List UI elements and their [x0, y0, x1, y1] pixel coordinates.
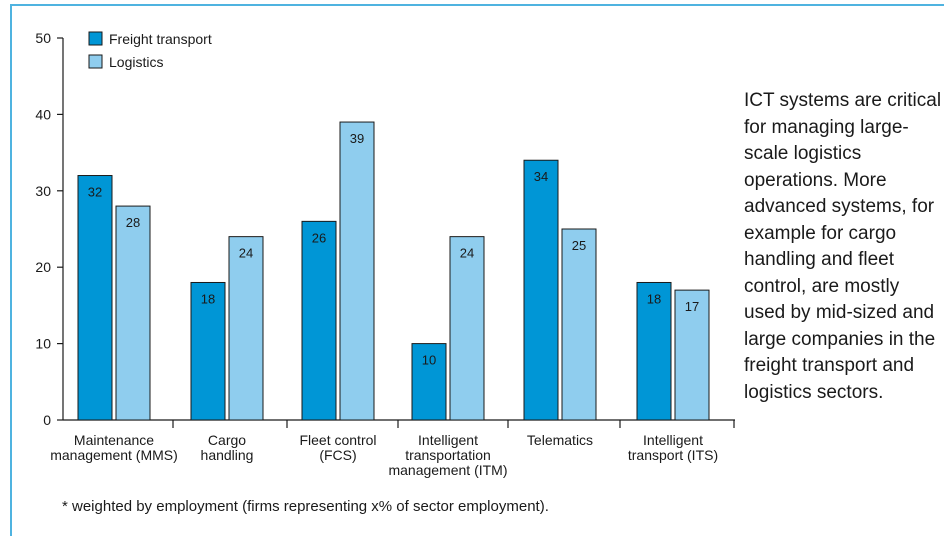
- bar-value-label: 34: [534, 169, 548, 184]
- x-category-label: Cargo handling: [201, 432, 254, 463]
- bar-value-label: 17: [685, 299, 699, 314]
- bar-value-label: 39: [350, 131, 364, 146]
- y-tick-label: 0: [43, 412, 51, 428]
- figure-frame: [10, 4, 944, 536]
- bar-logistics: [674, 289, 710, 421]
- bar-logistics: [115, 205, 151, 421]
- legend-swatch: [88, 54, 103, 69]
- y-tick-label: 40: [35, 106, 51, 122]
- x-category-label: Fleet control (FCS): [299, 432, 376, 463]
- bar-freight-transport: [636, 281, 672, 421]
- y-tick-label: 10: [35, 336, 51, 352]
- bar-value-label: 32: [88, 185, 102, 200]
- bar-value-label: 26: [312, 230, 326, 245]
- bar-value-label: 18: [647, 291, 661, 306]
- x-category-label: Telematics: [527, 432, 593, 448]
- bar-value-label: 28: [126, 215, 140, 230]
- bar-logistics: [339, 121, 375, 421]
- bar-freight-transport: [77, 175, 113, 421]
- legend-swatch: [88, 31, 103, 46]
- caption-text: ICT systems are critical for managing la…: [744, 90, 942, 403]
- bar-logistics: [561, 228, 597, 421]
- y-tick-label: 20: [35, 259, 51, 275]
- bar-value-label: 18: [201, 291, 215, 306]
- bar-logistics: [228, 236, 264, 421]
- bar-value-label: 10: [422, 353, 436, 368]
- bar-freight-transport: [190, 281, 226, 421]
- legend-label: Logistics: [109, 54, 163, 70]
- bar-value-label: 24: [460, 246, 474, 261]
- bar-chart: 0 10 20 30 40 50 32 28 Maintenance management (MM…: [35, 30, 735, 478]
- bar-freight-transport: [301, 220, 337, 421]
- bar-freight-transport: [411, 343, 447, 421]
- legend-label: Freight transport: [109, 31, 212, 47]
- x-category-label: Maintenance management (MMS): [50, 432, 178, 463]
- bar-freight-transport: [523, 159, 559, 421]
- bar-value-label: 24: [239, 246, 253, 261]
- y-tick-label: 50: [35, 30, 51, 46]
- footnote: * weighted by employment (firms represen…: [62, 498, 549, 515]
- bar-logistics: [449, 236, 485, 421]
- x-category-label: Intelligent transportation management (ITM…: [388, 432, 507, 478]
- y-tick-label: 30: [35, 183, 51, 199]
- x-category-label: Intelligent transport (ITS): [628, 432, 718, 463]
- bar-value-label: 25: [572, 238, 586, 253]
